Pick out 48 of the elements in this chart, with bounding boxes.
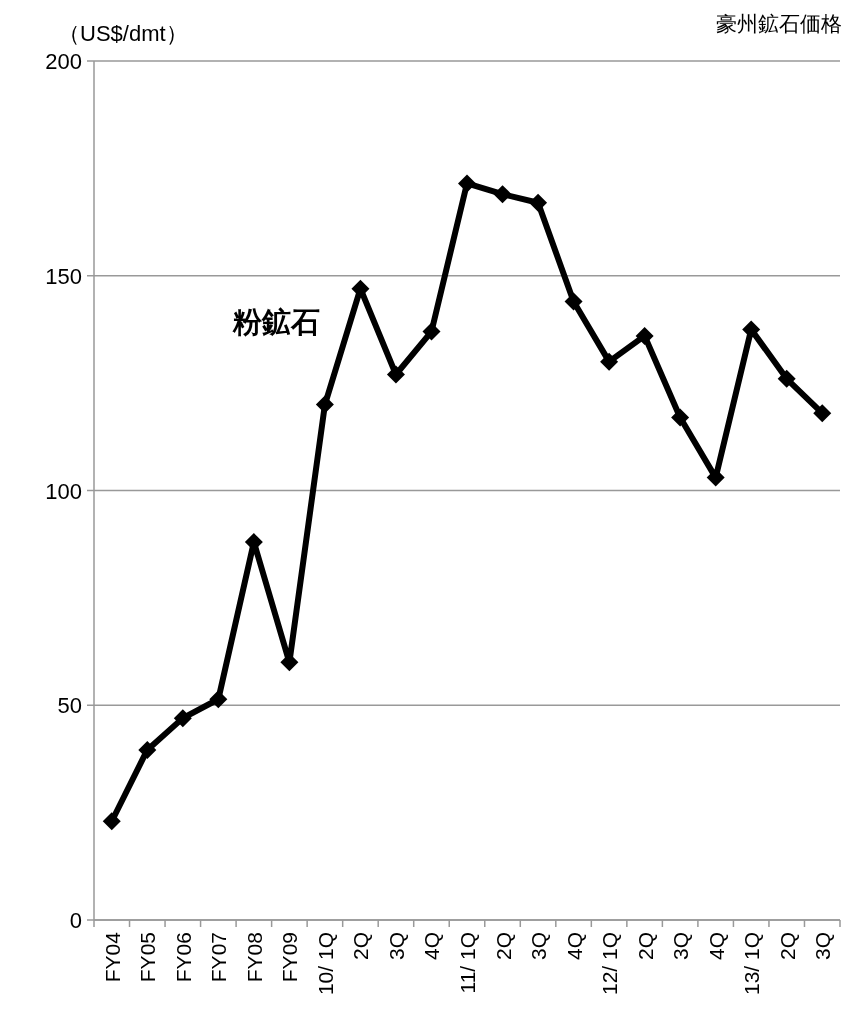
series-label: 粉鉱石 bbox=[231, 305, 320, 338]
point bbox=[173, 709, 192, 728]
x-tick-label: 12/ 1Q bbox=[598, 932, 622, 996]
point bbox=[706, 468, 725, 487]
point bbox=[422, 322, 441, 341]
x-tick-label: 3Q bbox=[669, 932, 693, 961]
x-tick-label: 2Q bbox=[633, 932, 657, 961]
point bbox=[600, 352, 619, 371]
point bbox=[209, 690, 228, 709]
point bbox=[671, 408, 690, 427]
y-tick-label: 100 bbox=[45, 478, 82, 504]
x-tick-label: 11/ 1Q bbox=[456, 932, 479, 994]
point bbox=[102, 812, 121, 831]
x-tick-label: 3Q bbox=[384, 932, 408, 961]
x-tick-label: 3Q bbox=[811, 932, 835, 961]
chart-title: 豪州鉱石価格 bbox=[716, 12, 842, 35]
x-tick-label: 4Q bbox=[420, 932, 444, 961]
y-tick-label: 200 bbox=[45, 49, 82, 74]
point bbox=[351, 279, 370, 298]
point bbox=[493, 185, 512, 204]
point bbox=[564, 292, 583, 311]
y-tick-label: 50 bbox=[57, 693, 82, 719]
x-tick-label: 10/ 1Q bbox=[313, 932, 337, 996]
x-tick-label: FY06 bbox=[171, 932, 195, 983]
point bbox=[458, 174, 476, 193]
x-tick-label: FY08 bbox=[242, 932, 266, 983]
point bbox=[777, 369, 796, 388]
x-tick-label: 2Q bbox=[349, 932, 373, 961]
point bbox=[315, 395, 334, 414]
x-tick-label: 13/ 1Q bbox=[740, 932, 764, 996]
y-tick-label: 0 bbox=[69, 908, 82, 933]
x-tick-label: 3Q bbox=[527, 932, 551, 961]
point bbox=[813, 404, 832, 423]
x-tick-label: FY09 bbox=[278, 932, 302, 983]
x-tick-label: 2Q bbox=[491, 932, 515, 961]
point bbox=[529, 193, 548, 212]
point bbox=[742, 320, 761, 339]
x-tick-label: FY07 bbox=[207, 932, 231, 983]
x-tick-label: FY04 bbox=[100, 931, 124, 983]
point bbox=[138, 740, 157, 759]
x-tick-label: 4Q bbox=[704, 932, 728, 961]
x-tick-label: 2Q bbox=[775, 932, 799, 961]
x-tick-label: FY05 bbox=[136, 932, 160, 983]
point bbox=[635, 326, 654, 345]
y-tick-label: 150 bbox=[45, 263, 82, 289]
y-axis-title: （US$/dmt） bbox=[58, 21, 188, 46]
point bbox=[386, 365, 405, 384]
x-tick-label: 4Q bbox=[562, 932, 586, 961]
